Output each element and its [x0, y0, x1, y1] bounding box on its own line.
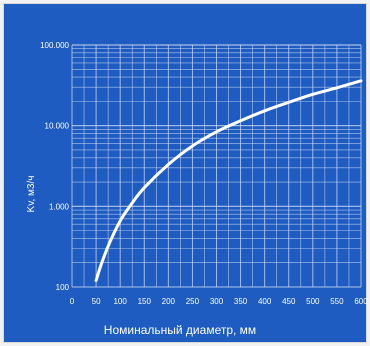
y-tick-labels: 100 1.000 10.000 100.000 — [40, 41, 69, 292]
x-tick-label: 200 — [162, 297, 176, 306]
x-tick-label: 600 — [354, 297, 368, 306]
x-tick-label: 0 — [70, 297, 75, 306]
grid — [71, 44, 362, 288]
x-tick-labels: 0 50 100 150 200 250 300 350 400 450 500 550 600 — [70, 297, 368, 306]
x-tick-label: 550 — [330, 297, 344, 306]
y-tick-label: 10.000 — [45, 122, 70, 131]
series-group — [94, 79, 363, 283]
chart-panel: 100 1.000 10.000 100.000 0 50 100 150 200 250 300… — [3, 3, 368, 343]
y-tick-label: 100.000 — [40, 41, 69, 50]
x-tick-label: 150 — [138, 297, 152, 306]
x-tick-label: 250 — [186, 297, 200, 306]
y-axis-label: Kv, м3/ч — [26, 176, 37, 213]
series-line — [94, 79, 363, 283]
chart-svg: 100 1.000 10.000 100.000 0 50 100 150 200 250 300… — [26, 41, 368, 337]
x-tick-label: 500 — [306, 297, 320, 306]
x-tick-label: 400 — [258, 297, 272, 306]
x-tick-label: 100 — [113, 297, 127, 306]
x-tick-label: 350 — [234, 297, 248, 306]
x-tick-label: 450 — [282, 297, 296, 306]
y-tick-label: 100 — [56, 283, 70, 292]
x-tick-label: 50 — [92, 297, 101, 306]
x-tick-label: 300 — [210, 297, 224, 306]
x-axis-label: Номинальный диаметр, мм — [104, 323, 256, 337]
y-tick-label: 1.000 — [49, 202, 70, 211]
